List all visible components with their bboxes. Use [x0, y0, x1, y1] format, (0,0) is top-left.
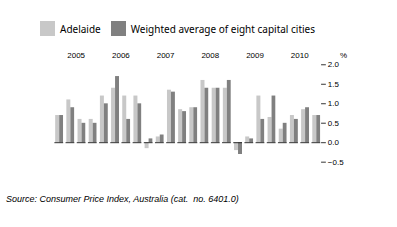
svg-text:Jun2009: Jun2009 [246, 50, 264, 60]
html-text:Source: Consumer Price Index,: Source: Consumer Price Index, Australia … [6, 194, 239, 205]
html-text:Weighted average of eight capi: Weighted average of eight capital cities [130, 21, 316, 36]
svg-text:Jun2010: Jun2010 [291, 50, 309, 60]
svg-text:Jun2008: Jun2008 [201, 50, 219, 60]
svg-text:%: % [340, 51, 347, 60]
svg-text:Jun2006: Jun2006 [112, 50, 130, 60]
svg-text:Jun2005: Jun2005 [67, 50, 85, 60]
svg-text:1.0: 1.0 [328, 99, 340, 108]
html-text:Adelaide: Adelaide [60, 21, 101, 36]
svg-text:0.0: 0.0 [328, 138, 340, 147]
svg-text:1.5: 1.5 [328, 80, 340, 89]
svg-text:−0.5: −0.5 [328, 158, 344, 167]
svg-text:2.0: 2.0 [328, 60, 340, 69]
svg-text:Jun2007: Jun2007 [157, 50, 175, 60]
svg-text:0.5: 0.5 [328, 119, 340, 128]
